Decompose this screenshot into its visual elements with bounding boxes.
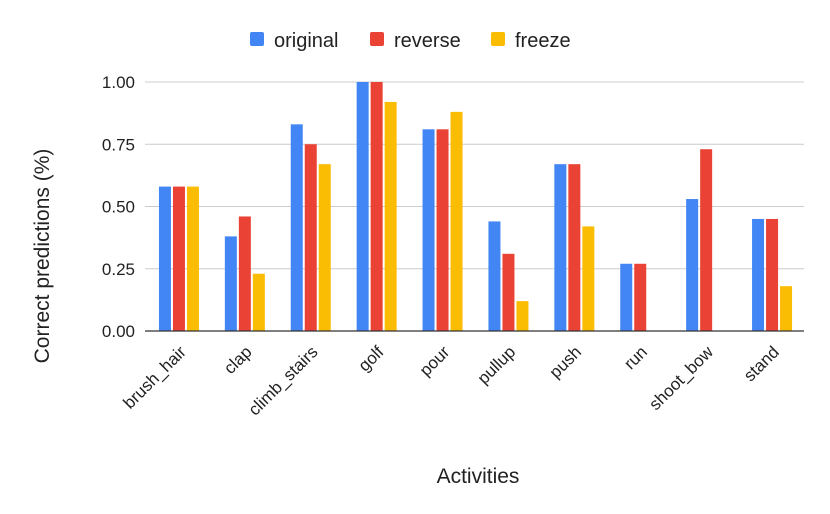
bar-freeze-golf [384,101,397,331]
bar-reverse-golf [370,82,383,331]
bar-original-run [620,263,633,331]
bar-reverse-brush_hair [172,186,185,331]
bar-reverse-stand [766,218,779,331]
bar-freeze-climb_stairs [318,164,331,331]
bar-reverse-shoot_bow [700,149,713,331]
legend-swatch-original [250,32,264,46]
bar-freeze-stand [780,286,793,331]
bar-original-golf [356,82,369,331]
x-axis-title: Activities [437,465,520,488]
y-tick-label: 0.25 [102,260,135,279]
x-tick-label: pour [416,342,454,380]
x-tick-label: climb_stairs [245,342,322,419]
legend-label-freeze: freeze [515,30,571,52]
legend-label-original: original [274,30,338,52]
bar-freeze-pour [450,111,463,331]
legend: original reverse freeze [250,30,571,52]
bar-freeze-clap [252,273,265,331]
y-tick-label: 0.00 [102,322,135,341]
bar-reverse-push [568,164,581,331]
x-tick-label: brush_hair [120,342,190,412]
x-tick-label: clap [220,342,255,377]
bar-reverse-pour [436,129,449,331]
y-tick-label: 1.00 [102,73,135,92]
x-tick-label: shoot_bow [645,342,717,414]
bar-original-push [554,164,567,331]
legend-label-reverse: reverse [394,30,461,52]
x-tick-label: push [546,342,586,382]
bar-freeze-push [582,226,595,331]
y-tick-label: 0.50 [102,198,135,217]
bar-reverse-run [634,263,647,331]
bar-original-clap [224,236,237,331]
y-axis-title: Correct predictions (%) [31,149,54,364]
y-axis-ticks: 0.00 0.25 0.50 0.75 1.00 [102,73,135,341]
bar-reverse-clap [238,216,251,331]
x-tick-label: pullup [474,342,520,388]
bar-original-shoot_bow [686,199,699,331]
legend-swatch-freeze [491,32,505,46]
bar-original-pour [422,129,435,331]
bar-reverse-pullup [502,253,515,331]
bar-original-climb_stairs [290,124,303,331]
y-tick-label: 0.75 [102,135,135,154]
bar-reverse-climb_stairs [304,144,317,331]
bar-freeze-brush_hair [186,186,199,331]
legend-swatch-reverse [370,32,384,46]
x-tick-label: run [620,342,651,373]
bars [158,82,793,331]
bar-original-brush_hair [158,186,171,331]
bar-freeze-pullup [516,301,529,331]
x-tick-label: golf [355,342,388,375]
bar-original-pullup [488,221,501,331]
bar-original-stand [752,218,765,331]
x-tick-label: stand [740,342,783,385]
